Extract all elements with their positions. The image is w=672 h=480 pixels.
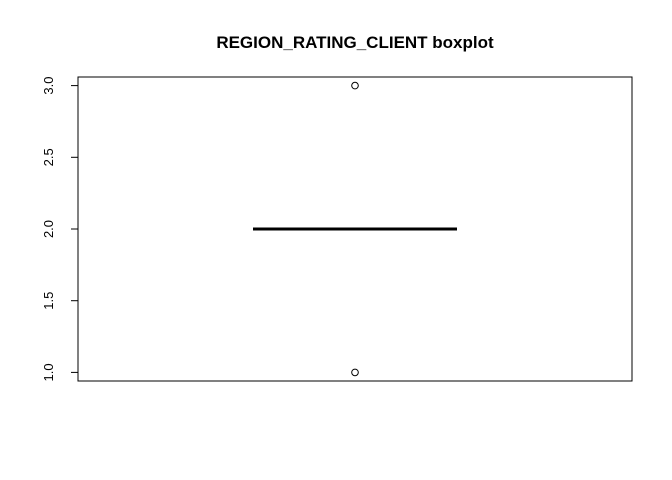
outlier-point xyxy=(351,368,359,377)
y-axis: 1.0 1.5 2.0 2.5 3.0 xyxy=(41,77,79,381)
outlier-point xyxy=(351,81,359,90)
y-tick-label: 1.5 xyxy=(41,292,56,310)
y-tick-label: 1.0 xyxy=(41,363,56,381)
y-tick-label: 2.5 xyxy=(41,148,56,166)
y-tick-label: 3.0 xyxy=(41,77,56,95)
y-tick-label: 2.0 xyxy=(41,220,56,238)
boxplot-marks xyxy=(253,81,457,377)
chart-title: REGION_RATING_CLIENT boxplot xyxy=(216,33,494,52)
